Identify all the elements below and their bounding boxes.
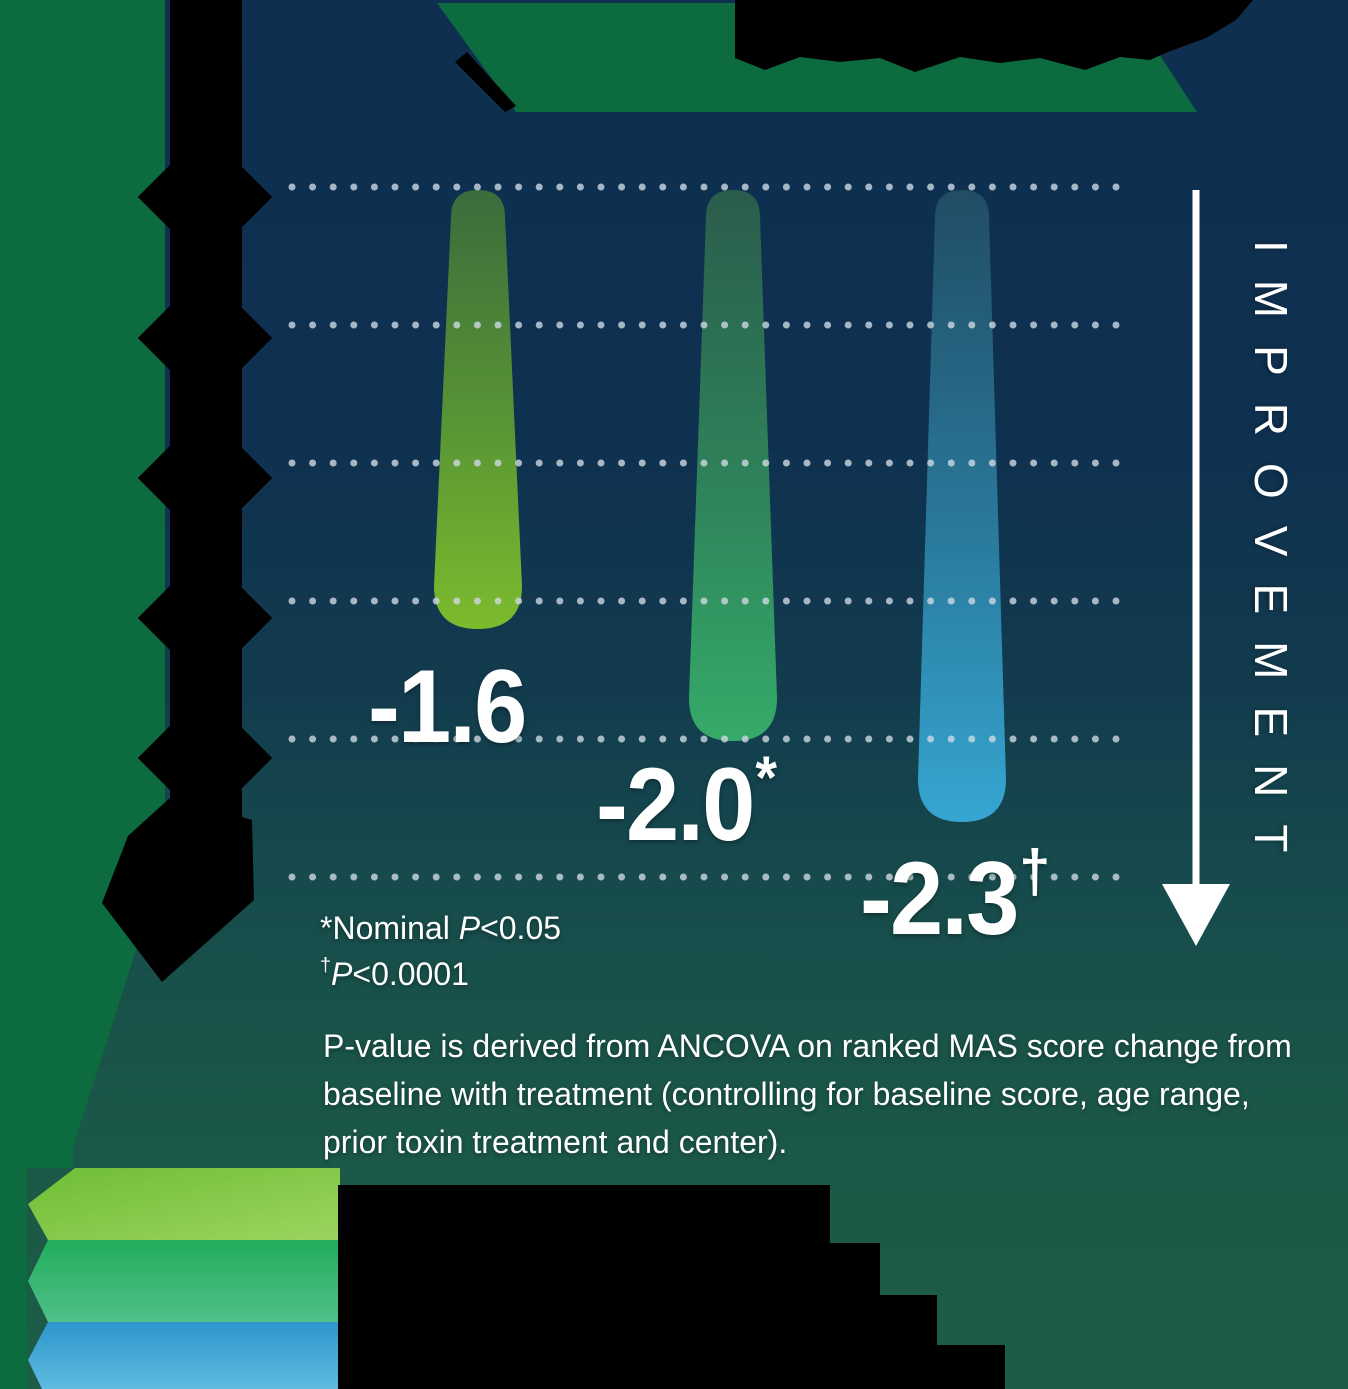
bar-1-droplet	[434, 190, 522, 629]
footnote-dagger-suffix: <0.0001	[352, 956, 469, 992]
axis-arrow-blob	[102, 796, 254, 982]
footnote-nominal-p: P	[458, 910, 481, 946]
footnote-paragraph-line-2: baseline with treatment (controlling for…	[323, 1076, 1250, 1112]
footnote-nominal: *Nominal P<0.05	[320, 910, 561, 947]
title-redacted-blob	[735, 0, 1253, 72]
bar-3-droplet	[918, 190, 1006, 822]
legend-swatch-2	[28, 1240, 340, 1322]
bar-3-value: -2.3	[860, 841, 1019, 957]
bar-3-value-label: -2.3†	[860, 837, 1050, 959]
footnote-nominal-prefix: *Nominal	[320, 910, 459, 946]
footnote-paragraph-line-1: P-value is derived from ANCOVA on ranked…	[323, 1028, 1292, 1064]
bar-1-value-label: -1.6	[368, 648, 527, 767]
legend-swatch-3	[28, 1322, 340, 1389]
outer-green-panel	[0, 0, 165, 1389]
improvement-arrow-shaft	[1192, 190, 1200, 890]
banner-edge-sliver	[455, 52, 516, 112]
bar-2-value-label: -2.0*	[596, 743, 777, 865]
footnote-nominal-suffix: <0.05	[480, 910, 562, 946]
axis-label-blob-1	[137, 129, 273, 265]
footnote-dagger: †P<0.0001	[320, 954, 469, 993]
bar-2-droplet	[689, 190, 777, 741]
footnote-paragraph-line-3: prior toxin treatment and center).	[323, 1124, 788, 1160]
footnote-paragraph: P-value is derived from ANCOVA on ranked…	[323, 1022, 1292, 1166]
footnote-dagger-sup: †	[320, 954, 332, 977]
improvement-arrowhead-icon	[1162, 884, 1230, 946]
bar-2-value: -2.0	[596, 747, 755, 863]
bar-2-sup: *	[755, 743, 777, 812]
bar-1-value: -1.6	[368, 649, 527, 765]
improvement-label: IMPROVEMENT	[1245, 240, 1297, 880]
footnote-dagger-p: P	[331, 956, 353, 992]
bar-3-sup: †	[1019, 837, 1050, 906]
legend-text-redacted-blob	[338, 1185, 1005, 1389]
legend-swatch-1	[28, 1168, 340, 1240]
